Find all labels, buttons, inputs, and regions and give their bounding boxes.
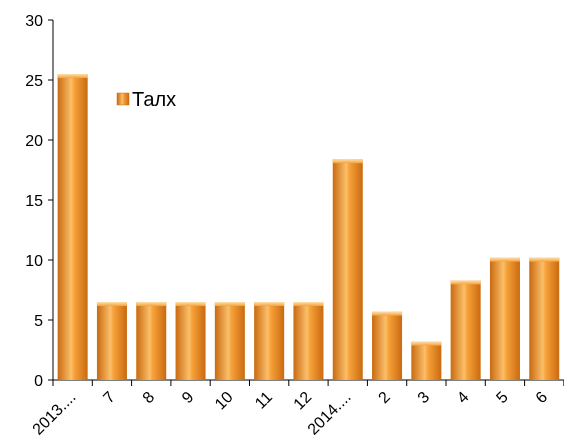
x-tick-label: 2 [376,389,394,407]
bar-cap [529,257,560,262]
y-tick-label: 30 [25,13,43,30]
bar [450,280,481,380]
x-tick-label: 5 [493,389,511,407]
x-tick-label: 2014.... [305,389,355,436]
y-tick-label: 20 [25,133,43,150]
bar-body [136,302,167,380]
bar-body [489,257,520,380]
y-tick-label: 0 [34,373,43,390]
bar-cap [450,280,481,285]
x-tick-label: 10 [212,389,237,414]
x-tick-label: 4 [454,389,472,407]
bar [411,341,442,380]
bar-cap [175,302,206,306]
bar-body [96,302,127,380]
bar-body [372,311,403,380]
y-tick-label: 5 [34,313,43,330]
bars [57,74,560,380]
x-tick-label: 3 [415,389,433,407]
x-tick-label: 8 [140,389,158,407]
bar-body [529,257,560,380]
x-tick-label: 7 [100,389,118,407]
y-tick-label: 10 [25,253,43,270]
y-tick-labels: 0 5 10 15 20 25 30 [25,13,43,390]
legend-swatch [116,92,130,106]
legend-label: Талх [132,89,176,111]
bar-cap [372,311,403,316]
bar [489,257,520,380]
bar [214,302,245,380]
bar [254,302,285,380]
bar-cap [293,302,324,306]
bar-cap [214,302,245,306]
bar [293,302,324,380]
bar-body [175,302,206,380]
bar [372,311,403,380]
legend: Талх [116,89,176,111]
bar-body [332,159,363,380]
x-tick-label: 11 [252,389,276,413]
bar-body [293,302,324,380]
bar-body [450,280,481,380]
bar [136,302,167,380]
bar [529,257,560,380]
bar-body [411,341,442,380]
bar [57,74,88,380]
bar-body [214,302,245,380]
x-tick-label: 12 [291,389,316,414]
bar-body [57,74,88,380]
bar [175,302,206,380]
bar-cap [411,341,442,346]
x-tick-label: 9 [179,389,197,407]
x-tick-label: 2013.... [30,389,80,436]
y-tick-label: 25 [25,73,43,90]
bar-cap [489,257,520,262]
bar-body [254,302,285,380]
bar-cap [136,302,167,306]
bar [332,159,363,380]
bar-cap [254,302,285,306]
x-tick-label: 6 [533,389,551,407]
bar [96,302,127,380]
bar-cap [332,159,363,164]
y-tick-label: 15 [25,193,43,210]
bar-cap [57,74,88,78]
bar-cap [96,302,127,306]
